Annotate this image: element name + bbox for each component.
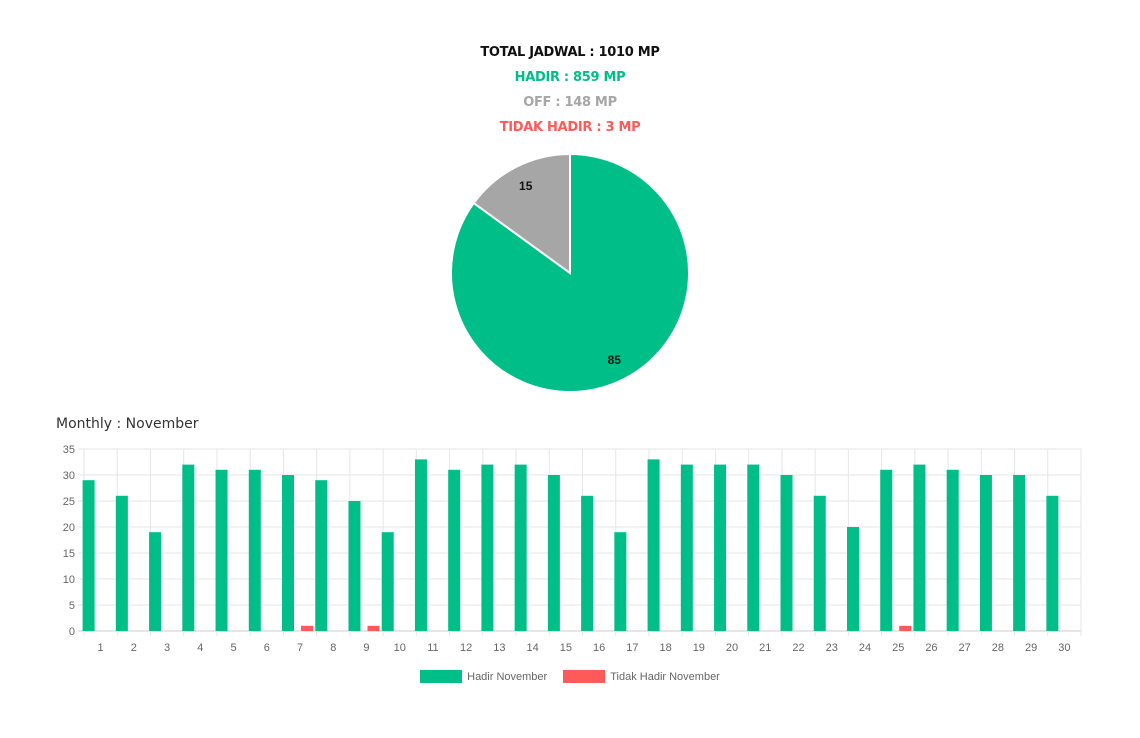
x-tick-label: 21 <box>759 642 771 654</box>
x-tick-label: 30 <box>1058 642 1070 654</box>
x-tick-label: 12 <box>460 642 472 654</box>
off-label: OFF : 148 MP <box>523 95 617 110</box>
bar-hadir[interactable] <box>614 532 627 631</box>
legend-swatch-tidak-hadir <box>563 670 606 683</box>
x-tick-label: 10 <box>394 642 406 654</box>
bar-hadir[interactable] <box>846 527 859 631</box>
x-tick-label: 29 <box>1025 642 1037 654</box>
bar-hadir[interactable] <box>979 475 992 631</box>
y-tick-label: 25 <box>63 496 75 508</box>
bar-hadir[interactable] <box>248 469 261 631</box>
bar-hadir[interactable] <box>215 469 228 631</box>
bar-hadir[interactable] <box>547 475 560 631</box>
pie-slice-off[interactable] <box>472 152 571 275</box>
bar-legend: Hadir November Tidak Hadir November <box>0 670 1140 683</box>
y-tick-label: 10 <box>63 574 75 586</box>
x-tick-label: 23 <box>826 642 838 654</box>
tidak-hadir-label: TIDAK HADIR : 3 MP <box>499 120 641 135</box>
pie-label-off: 15 <box>519 179 533 193</box>
x-tick-label: 2 <box>131 642 137 654</box>
x-tick-label: 24 <box>859 642 871 654</box>
bar-hadir[interactable] <box>315 480 328 631</box>
bar-hadir[interactable] <box>1013 475 1026 631</box>
x-tick-label: 25 <box>892 642 904 654</box>
x-tick-label: 3 <box>164 642 170 654</box>
bar-tidak-hadir[interactable] <box>899 625 912 631</box>
x-tick-label: 8 <box>330 642 336 654</box>
x-tick-label: 6 <box>264 642 270 654</box>
x-tick-label: 20 <box>726 642 738 654</box>
bar-hadir[interactable] <box>714 464 727 631</box>
x-tick-label: 18 <box>659 642 671 654</box>
x-tick-label: 16 <box>593 642 605 654</box>
y-tick-label: 0 <box>69 626 75 638</box>
x-tick-label: 13 <box>493 642 505 654</box>
legend-item-tidak-hadir[interactable]: Tidak Hadir November <box>563 670 720 683</box>
legend-label-hadir: Hadir November <box>467 670 548 683</box>
bar-hadir[interactable] <box>414 459 427 631</box>
bar-hadir[interactable] <box>747 464 760 631</box>
x-tick-label: 17 <box>626 642 638 654</box>
y-tick-label: 5 <box>69 600 75 612</box>
x-tick-label: 28 <box>992 642 1004 654</box>
bar-hadir[interactable] <box>880 469 893 631</box>
bar-hadir[interactable] <box>149 532 162 631</box>
bar-hadir[interactable] <box>680 464 693 631</box>
pie-label-hadir: 85 <box>608 353 622 367</box>
bar-hadir[interactable] <box>381 532 394 631</box>
bar-hadir[interactable] <box>1046 495 1059 631</box>
x-tick-label: 14 <box>527 642 539 654</box>
x-tick-label: 11 <box>427 642 438 654</box>
bar-hadir[interactable] <box>780 475 793 631</box>
attendance-pie-chart: 85 15 <box>450 152 690 393</box>
y-tick-label: 30 <box>63 470 75 482</box>
bar-hadir[interactable] <box>282 475 295 631</box>
attendance-summary: TOTAL JADWAL : 1010 MP HADIR : 859 MP OF… <box>0 44 1140 144</box>
x-tick-label: 26 <box>925 642 937 654</box>
x-tick-label: 19 <box>693 642 705 654</box>
legend-label-tidak-hadir: Tidak Hadir November <box>610 670 720 683</box>
bar-hadir[interactable] <box>82 480 95 631</box>
bar-hadir[interactable] <box>946 469 959 631</box>
x-tick-label: 15 <box>560 642 572 654</box>
bar-hadir[interactable] <box>813 495 826 631</box>
x-tick-label: 1 <box>98 642 104 654</box>
bar-hadir[interactable] <box>182 464 195 631</box>
y-tick-label: 35 <box>63 444 75 456</box>
x-tick-label: 4 <box>197 642 203 654</box>
bar-hadir[interactable] <box>348 501 361 631</box>
bar-hadir[interactable] <box>481 464 494 631</box>
x-tick-label: 9 <box>363 642 369 654</box>
bar-hadir[interactable] <box>581 495 594 631</box>
bar-hadir[interactable] <box>448 469 461 631</box>
bar-hadir[interactable] <box>514 464 527 631</box>
monthly-title: Monthly : November <box>56 416 199 432</box>
legend-swatch-hadir <box>420 670 463 683</box>
legend-item-hadir[interactable]: Hadir November <box>420 670 547 683</box>
total-jadwal-label: TOTAL JADWAL : 1010 MP <box>480 45 660 60</box>
bar-tidak-hadir[interactable] <box>301 625 314 631</box>
bar-hadir[interactable] <box>115 495 128 631</box>
x-tick-label: 5 <box>230 642 236 654</box>
bar-hadir[interactable] <box>647 459 660 631</box>
y-tick-label: 20 <box>63 522 75 534</box>
x-tick-label: 7 <box>297 642 303 654</box>
bar-tidak-hadir[interactable] <box>367 625 380 631</box>
x-tick-label: 27 <box>959 642 971 654</box>
y-tick-label: 15 <box>63 548 75 560</box>
bar-hadir[interactable] <box>913 464 926 631</box>
hadir-label: HADIR : 859 MP <box>514 70 626 85</box>
x-tick-label: 22 <box>792 642 804 654</box>
